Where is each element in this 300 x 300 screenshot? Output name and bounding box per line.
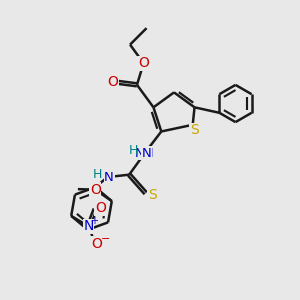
Text: O: O bbox=[91, 237, 102, 251]
Text: O: O bbox=[90, 183, 101, 197]
Text: H: H bbox=[129, 144, 138, 157]
Text: S: S bbox=[148, 188, 157, 202]
Text: N: N bbox=[104, 171, 114, 184]
Text: O: O bbox=[138, 56, 149, 70]
Text: N: N bbox=[141, 147, 151, 160]
Text: S: S bbox=[190, 123, 199, 137]
Text: O: O bbox=[95, 201, 106, 215]
Text: −: − bbox=[101, 234, 110, 244]
Text: +: + bbox=[90, 216, 98, 226]
Text: N: N bbox=[83, 219, 94, 233]
Text: H: H bbox=[92, 168, 102, 181]
Text: NH: NH bbox=[135, 147, 154, 160]
Text: O: O bbox=[107, 75, 118, 89]
